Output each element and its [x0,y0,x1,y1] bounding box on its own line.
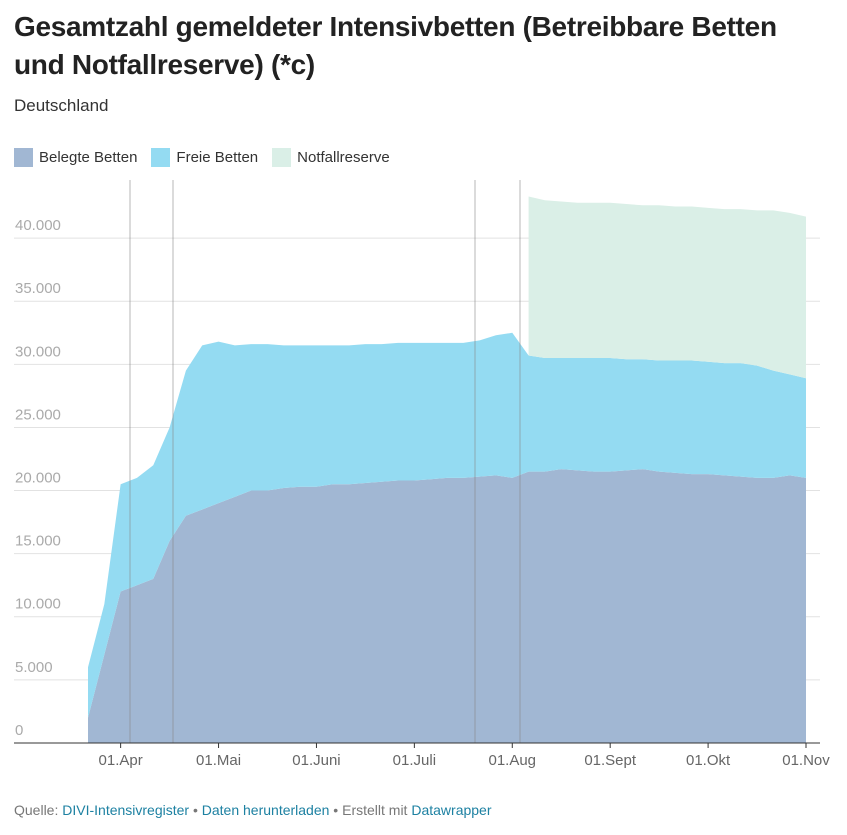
legend-label: Belegte Betten [39,149,138,166]
y-tick-label: 35.000 [15,280,61,297]
x-tick-label: 01.Mai [196,752,241,769]
area [88,469,806,743]
y-tick-label: 30.000 [15,343,61,360]
legend-swatch [151,148,171,167]
footer: Quelle: DIVI-Intensivregister • Daten he… [14,802,492,818]
y-tick-label: 40.000 [15,217,61,234]
created-label: Erstellt mit [342,802,408,818]
y-tick-label: 25.000 [15,406,61,423]
legend-item: Notfallreserve [272,148,390,167]
y-tick-label: 10.000 [15,596,61,613]
x-tick-label: 01.Juli [393,752,436,769]
legend-label: Freie Betten [176,149,259,166]
legend: Belegte Betten Freie Betten Notfallreserve [14,148,390,167]
source-label: Quelle: [14,802,59,818]
legend-item: Belegte Betten [14,148,137,167]
chart-subtitle: Deutschland [14,96,109,115]
legend-item: Freie Betten [151,148,258,167]
y-tick-label: 15.000 [15,533,61,550]
x-tick-label: 01.Aug [488,752,536,769]
chart: 0 5.000 10.000 15.000 20.000 25.000 30.000 35.0… [14,180,830,769]
x-tick-label: 01.Nov [782,752,830,769]
source-link[interactable]: DIVI-Intensivregister [62,802,190,818]
y-tick-label: 0 [15,722,23,739]
legend-swatch [14,148,33,167]
x-tick-label: 01.Juni [292,752,340,769]
tool-link[interactable]: Datawrapper [411,802,492,818]
chart-title: Gesamtzahl gemeldeter Intensivbetten (Be… [14,11,777,80]
x-tick-label: 01.Okt [686,752,731,769]
y-tick-label: 5.000 [15,659,53,676]
area [528,196,806,379]
y-tick-label: 20.000 [15,470,61,487]
legend-swatch [272,148,292,167]
download-link[interactable]: Daten herunterladen [201,802,330,818]
x-tick-label: 01.Apr [99,752,143,769]
legend-label: Notfallreserve [297,149,390,166]
x-tick-label: 01.Sept [584,752,637,769]
area [88,332,806,718]
